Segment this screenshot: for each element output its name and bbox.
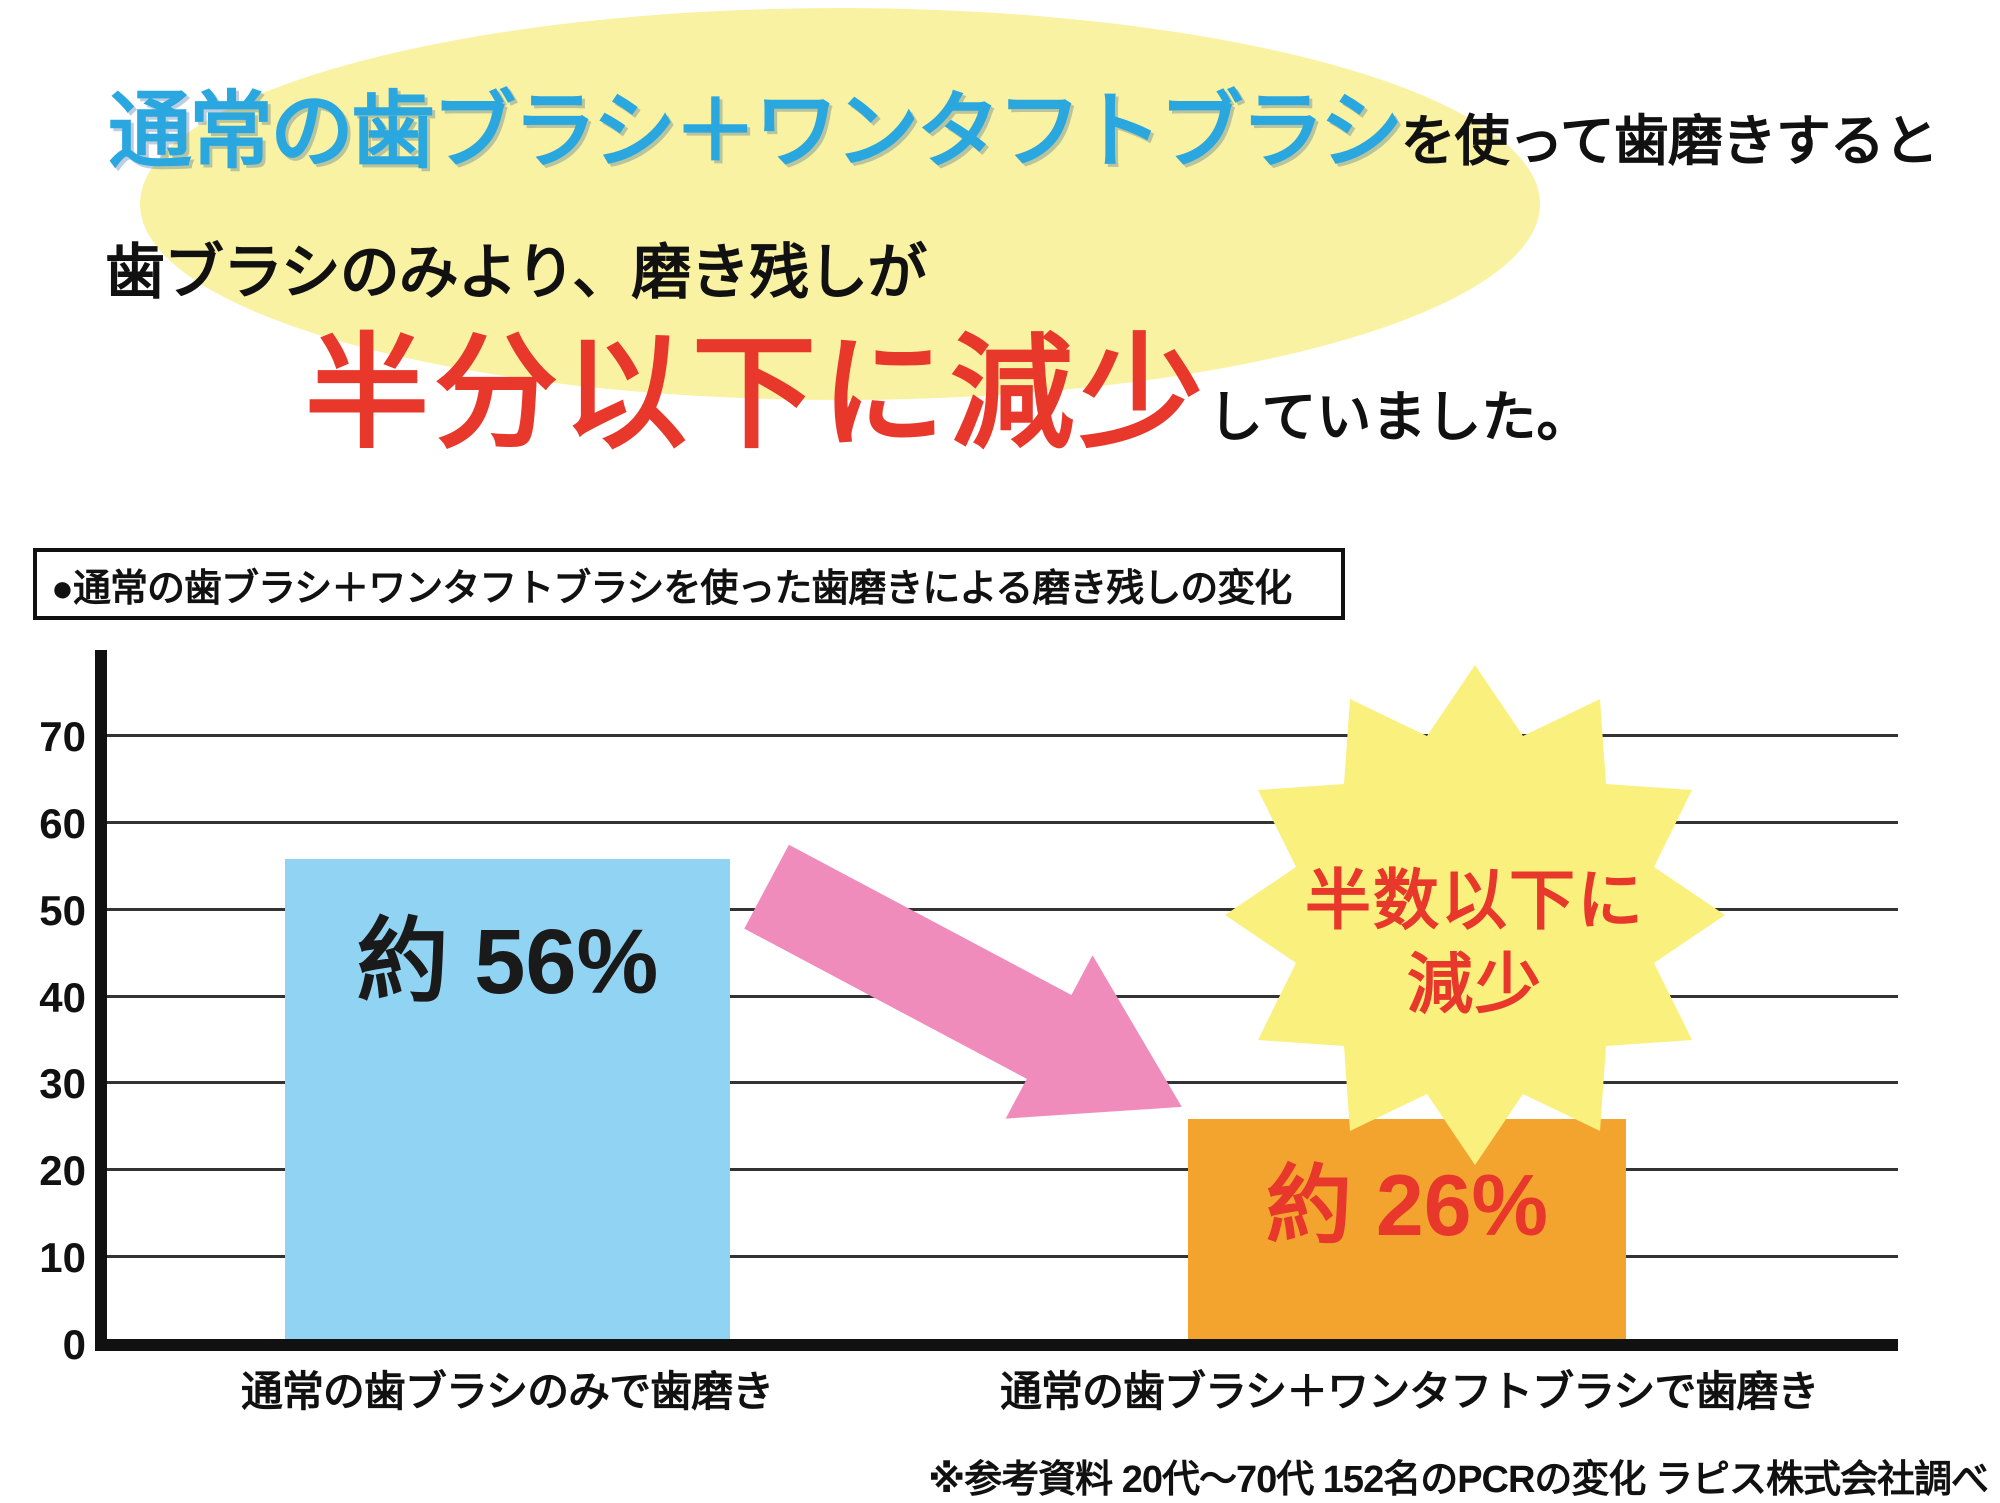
starburst-badge (1225, 665, 1725, 1165)
y-tick-label-70: 70 (39, 712, 86, 760)
bar-normal-toothbrush: 約 56% (285, 858, 730, 1345)
gridline-20 (101, 1168, 1898, 1172)
starburst-text-line1: 半数以下に (1305, 863, 1645, 937)
headline-line1: 通常の歯ブラシ＋ワンタフトブラシ を使って歯磨きすると (108, 64, 1939, 185)
y-tick-label-20: 20 (39, 1147, 86, 1195)
y-axis-ticks: 0 10 20 30 40 50 60 70 (14, 650, 86, 1368)
highlight-ellipse (140, 8, 1540, 400)
y-tick-label-10: 10 (39, 1234, 86, 1282)
y-tick-label-50: 50 (39, 886, 86, 934)
starburst-text: 半数以下に 減少 (1225, 858, 1725, 1027)
chart-title-box: ●通常の歯ブラシ＋ワンタフトブラシを使った歯磨きによる磨き残しの変化 (33, 548, 1345, 620)
bar-value-label-2: 約 26% (1265, 1158, 1549, 1255)
headline-blue-text: 通常の歯ブラシ＋ワンタフトブラシ (108, 84, 1404, 178)
plot-area: 約 56% 約 26% (101, 650, 1898, 1345)
starburst-text-line2: 減少 (1407, 947, 1543, 1022)
gridline-70 (101, 733, 1898, 737)
y-axis (95, 650, 107, 1351)
headline-emphasis-red: 半分以下に減少 (305, 325, 1209, 463)
y-tick-label-30: 30 (39, 1060, 86, 1108)
footnote: ※参考資料 20代～70代 152名のPCRの変化 ラピス株式会社調べ (928, 1459, 1989, 1501)
x-axis (95, 1339, 1898, 1351)
y-tick-label-40: 40 (39, 973, 86, 1021)
headline-emphasis-tail: していました。 (1208, 386, 1592, 448)
headline-black-text: を使って歯磨きすると (1400, 110, 1939, 172)
category-label-1: 通常の歯ブラシのみで歯磨き (240, 1368, 774, 1415)
gridline-10 (101, 1255, 1898, 1259)
bar-value-label-1: 約 56% (356, 910, 659, 1013)
category-label-2: 通常の歯ブラシ＋ワンタフトブラシで歯磨き (1000, 1368, 1819, 1415)
gridline-50 (101, 907, 1898, 911)
chart-title: ●通常の歯ブラシ＋ワンタフトブラシを使った歯磨きによる磨き残しの変化 (51, 567, 1292, 610)
gridline-30 (101, 1081, 1898, 1085)
y-tick-label-0: 0 (62, 1321, 86, 1368)
bar-with-tuft-brush: 約 26% (1188, 1119, 1626, 1345)
headline-line2: 歯ブラシのみより、磨き残しが (105, 239, 927, 306)
decrease-arrow-icon (744, 844, 1182, 1119)
gridline-60 (101, 820, 1898, 824)
y-tick-label-60: 60 (39, 799, 86, 847)
headline-line3: 半分以下に減少 していました。 (305, 292, 1591, 472)
